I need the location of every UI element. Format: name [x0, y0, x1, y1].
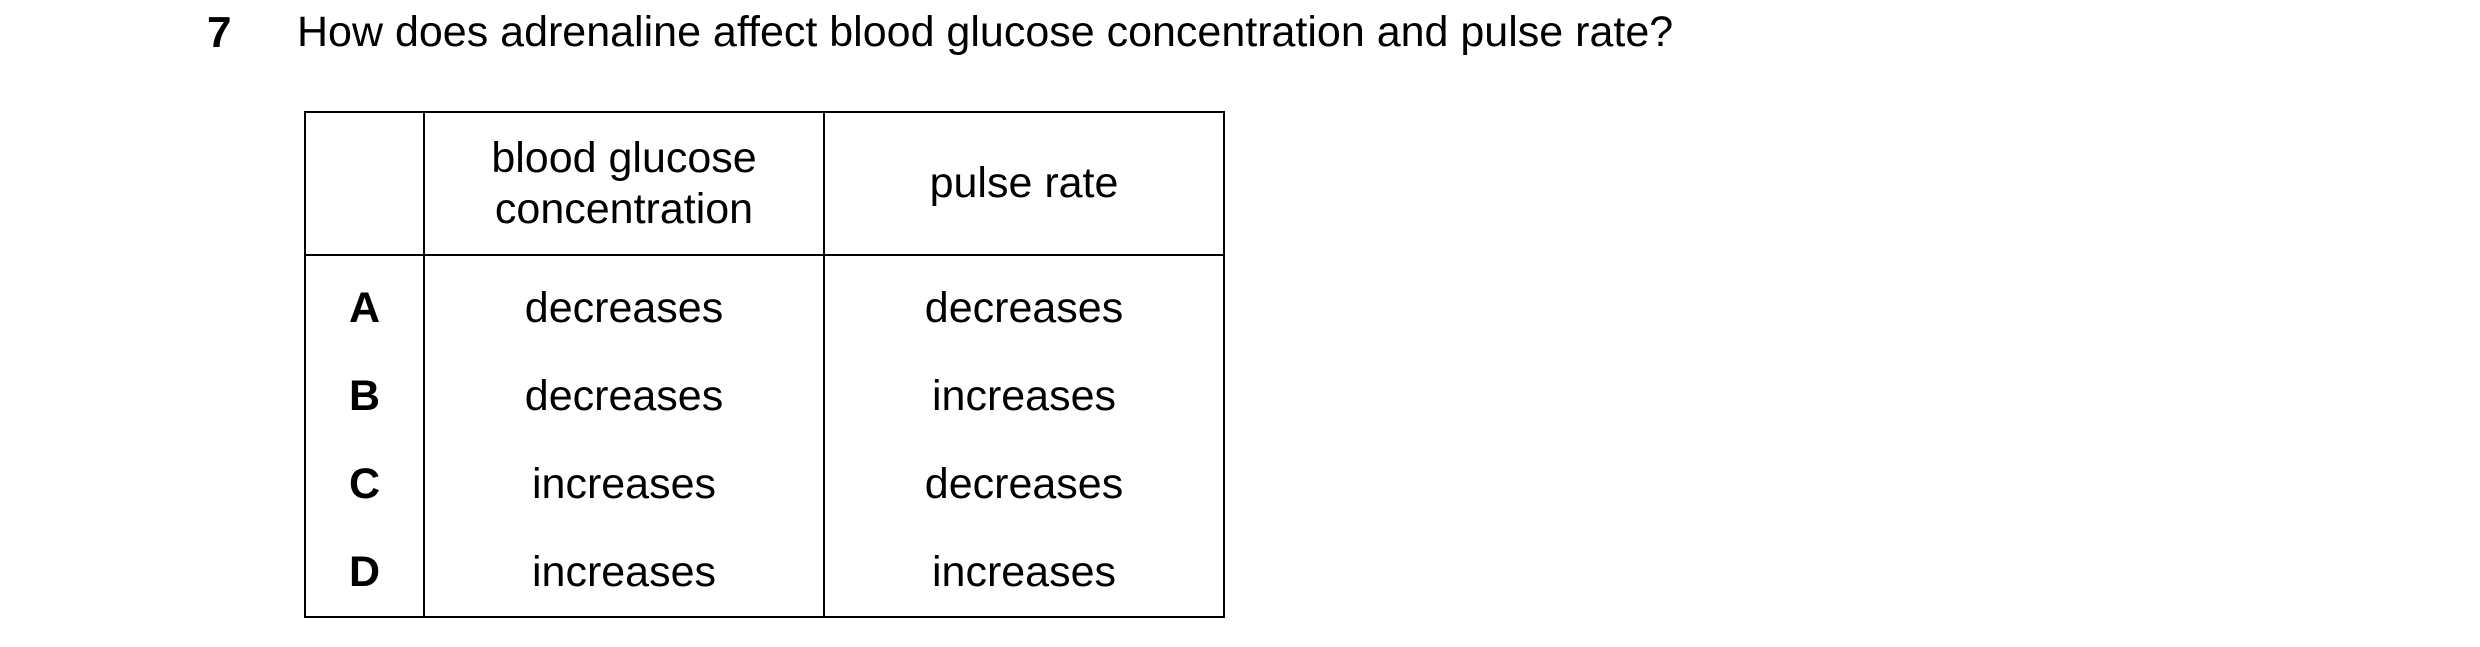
- header-row: blood glucose concentration pulse rate: [304, 112, 1225, 256]
- column-label: pulse rate: [929, 159, 1119, 207]
- option-cell: decreases: [823, 255, 1225, 352]
- option-label: B: [304, 352, 425, 440]
- option-label: C: [304, 440, 425, 528]
- option-label: A: [304, 255, 425, 352]
- option-cell: decreases: [823, 440, 1225, 528]
- question-text: How does adrenaline affect blood glucose…: [297, 8, 1674, 56]
- option-cell: increases: [423, 440, 825, 528]
- option-cell: increases: [823, 528, 1225, 617]
- header-cell: blood glucose concentration: [423, 112, 825, 256]
- option-cell: increases: [823, 352, 1225, 440]
- column-label: blood glucose concentration: [491, 133, 757, 233]
- header-cell: pulse rate: [823, 112, 1225, 256]
- header-cell: [304, 112, 425, 256]
- option-cell: decreases: [423, 255, 825, 352]
- answer-table: blood glucose concentration pulse rate A…: [304, 111, 1225, 618]
- option-cell: decreases: [423, 352, 825, 440]
- option-cell: increases: [423, 528, 825, 617]
- table-header: blood glucose concentration pulse rate: [304, 112, 1225, 256]
- question-number: 7: [207, 8, 232, 57]
- option-label: D: [304, 528, 425, 617]
